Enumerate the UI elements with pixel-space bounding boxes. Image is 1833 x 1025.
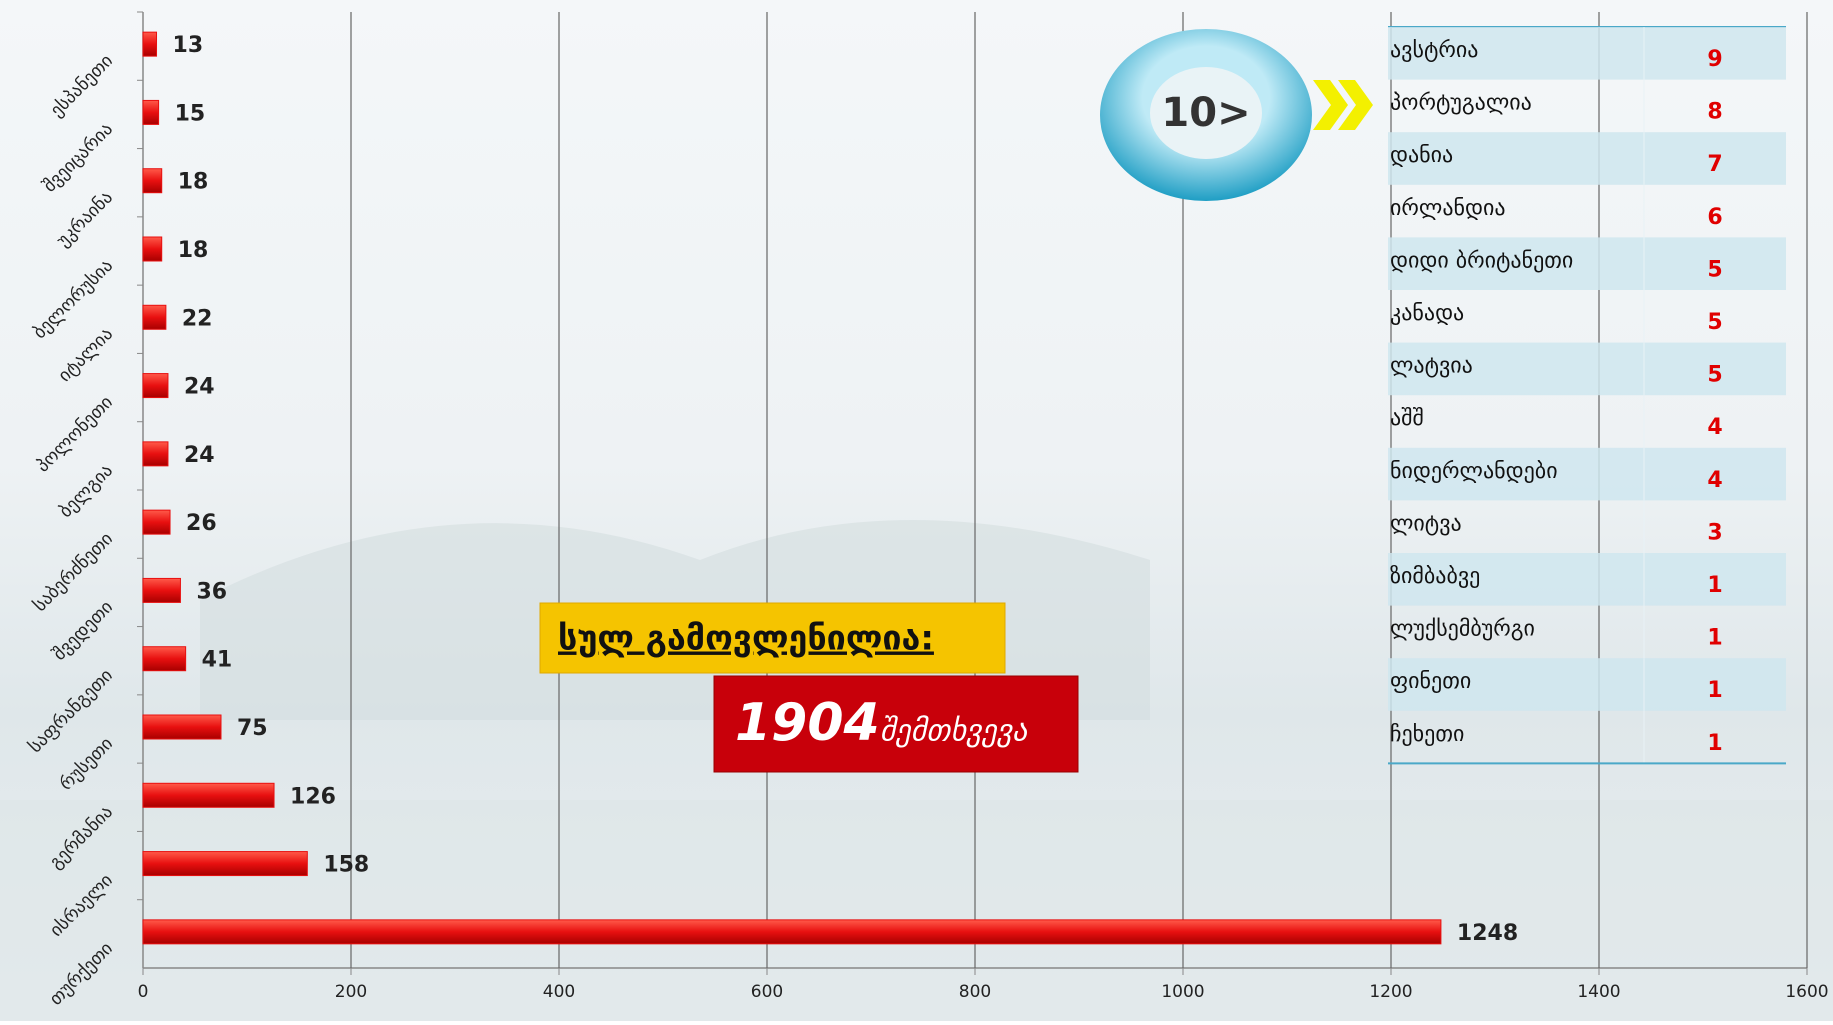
- table-count: 6: [1707, 205, 1722, 230]
- table-count: 1: [1707, 731, 1722, 756]
- table-count: 5: [1707, 363, 1722, 388]
- chevrons: [1313, 80, 1373, 130]
- table-count: 7: [1707, 152, 1722, 177]
- x-tick-label: 1600: [1785, 982, 1828, 1002]
- bar: [142, 646, 187, 672]
- badge-hole: [1150, 67, 1262, 159]
- x-tick-label: 200: [335, 982, 367, 1002]
- table-count: 4: [1707, 415, 1722, 440]
- bar: [142, 509, 171, 535]
- badge-text: 10>: [1161, 90, 1250, 136]
- table-count: 8: [1707, 100, 1722, 125]
- bar: [142, 168, 163, 194]
- value-label: 18: [178, 238, 209, 263]
- value-label: 18: [178, 170, 209, 195]
- x-tick-label: 1400: [1577, 982, 1620, 1002]
- table-country: აშშ: [1390, 406, 1424, 431]
- callout-total: 1904: [735, 693, 880, 753]
- value-label: 15: [175, 101, 206, 126]
- bar: [142, 714, 222, 740]
- table-count: 3: [1707, 520, 1722, 545]
- table-country: ლუქსემბურგი: [1390, 617, 1535, 642]
- table-row-band: [1388, 27, 1786, 80]
- value-label: 126: [290, 784, 336, 809]
- table-country: პორტუგალია: [1390, 91, 1532, 116]
- x-tick-label: 400: [543, 982, 575, 1002]
- value-label: 75: [237, 716, 268, 741]
- table-row-band: [1388, 447, 1786, 501]
- value-label: 41: [202, 648, 233, 673]
- table-row-band: [1388, 342, 1786, 396]
- bar: [142, 441, 169, 467]
- bar: [142, 99, 160, 125]
- value-label: 158: [323, 853, 369, 878]
- table-count: 1: [1707, 626, 1722, 651]
- x-tick-label: 1000: [1161, 982, 1204, 1002]
- value-label: 26: [186, 511, 217, 536]
- value-label: 36: [196, 579, 227, 604]
- table-country: ავსტრია: [1390, 38, 1478, 63]
- bar: [142, 851, 308, 877]
- value-label: 24: [184, 443, 215, 468]
- callout-label-box: [539, 602, 1006, 674]
- table-country: ნიდერლანდები: [1390, 459, 1558, 484]
- bar: [142, 782, 275, 808]
- value-label: 1248: [1457, 921, 1518, 946]
- table-count: 4: [1707, 468, 1722, 493]
- table-count: 1: [1707, 573, 1722, 598]
- bar: [142, 236, 163, 262]
- bar: [142, 304, 167, 330]
- table-country: ფინეთი: [1390, 669, 1471, 694]
- table-country: დანია: [1390, 143, 1453, 168]
- bar: [142, 31, 158, 57]
- x-tick-label: 0: [138, 982, 149, 1002]
- table-country: ირლანდია: [1390, 196, 1506, 221]
- table-row-band: [1388, 132, 1786, 185]
- table-country: ჩეხეთი: [1390, 722, 1464, 747]
- x-tick-label: 600: [751, 982, 783, 1002]
- table-country: კანადა: [1390, 301, 1464, 326]
- x-tick-label: 800: [959, 982, 991, 1002]
- callout-label: სულ გამოვლენილია:: [558, 619, 934, 659]
- value-label: 24: [184, 375, 215, 400]
- callout-total-box: [713, 675, 1079, 773]
- table-country: ზიმბაბვე: [1390, 564, 1480, 589]
- table-count: 9: [1707, 47, 1722, 72]
- value-label: 22: [182, 306, 213, 331]
- table-row-band: [1388, 237, 1786, 290]
- table-row-band: [1388, 658, 1786, 711]
- water: [0, 800, 1833, 1021]
- bar: [142, 919, 1442, 945]
- bar: [142, 373, 169, 399]
- table-country: დიდი ბრიტანეთი: [1390, 248, 1573, 273]
- callout-unit: შემთხვევა: [880, 714, 1028, 749]
- value-label: 13: [173, 33, 204, 58]
- table-country: ლატვია: [1390, 354, 1473, 379]
- table-row-band: [1388, 553, 1786, 606]
- table-count: 1: [1707, 678, 1722, 703]
- x-tick-label: 1200: [1369, 982, 1412, 1002]
- table-count: 5: [1707, 310, 1722, 335]
- table-count: 5: [1707, 257, 1722, 282]
- bar: [142, 577, 181, 603]
- table-country: ლიტვა: [1390, 511, 1462, 536]
